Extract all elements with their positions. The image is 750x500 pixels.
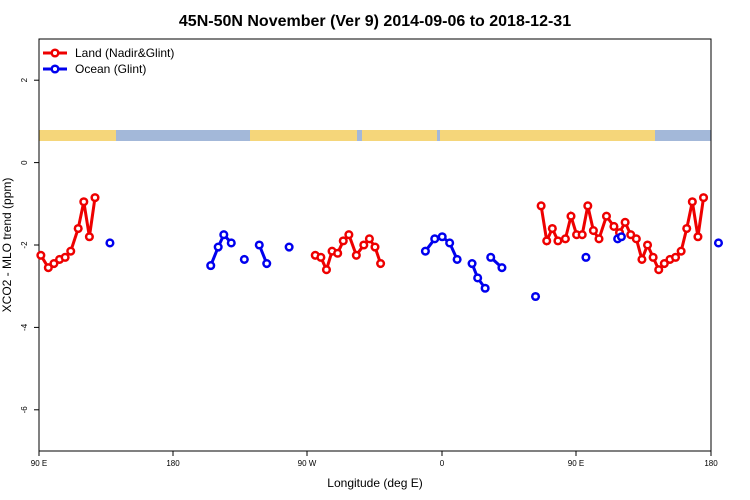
data-point: [359, 240, 369, 250]
y-axis-label: XCO2 - MLO trend (ppm): [0, 178, 14, 313]
data-point: [654, 265, 664, 275]
data-point: [542, 236, 552, 246]
data-point: [594, 234, 604, 244]
x-tick-label: 90 W: [298, 459, 317, 468]
data-point: [676, 246, 686, 256]
data-point: [206, 261, 216, 271]
data-point: [659, 258, 669, 269]
y-tick-label: -4: [20, 323, 29, 331]
data-point: [609, 221, 619, 232]
data-point: [213, 242, 223, 252]
legend-marker: [50, 64, 60, 74]
land-ocean-strip: [39, 130, 711, 141]
data-point: [239, 254, 249, 264]
data-point: [670, 252, 681, 262]
data-point: [316, 252, 326, 262]
data-point: [473, 273, 483, 283]
data-point: [626, 230, 636, 240]
x-tick-label: 90 E: [568, 459, 584, 468]
data-point: [620, 217, 630, 227]
data-point: [601, 211, 612, 221]
data-point: [616, 232, 626, 242]
legend-marker: [50, 48, 60, 58]
y-tick-label: 0: [20, 160, 29, 165]
x-tick-label: 180: [166, 459, 180, 468]
data-point: [583, 201, 593, 211]
data-point: [560, 234, 570, 244]
x-tick-label: 0: [440, 459, 445, 468]
legend: Land (Nadir&Glint) Ocean (Glint): [43, 46, 174, 76]
data-point: [486, 252, 496, 262]
data-point: [84, 232, 94, 242]
data-point: [219, 230, 229, 240]
data-point: [631, 234, 641, 244]
data-point: [370, 242, 380, 252]
data-point: [364, 234, 374, 244]
x-tick-label: 90 E: [31, 459, 47, 468]
data-point: [79, 197, 89, 207]
data-point: [36, 250, 46, 260]
data-point: [642, 240, 653, 250]
data-point: [437, 232, 447, 242]
data-point: [60, 252, 70, 262]
data-point: [452, 254, 462, 264]
data-point: [420, 246, 430, 256]
data-point: [480, 283, 490, 293]
data-point: [105, 238, 115, 248]
data-point: [687, 197, 697, 207]
legend-label: Land (Nadir&Glint): [75, 46, 174, 60]
data-point: [536, 201, 546, 211]
series-layer: [36, 193, 724, 302]
data-point: [338, 236, 348, 246]
data-point: [445, 238, 455, 248]
legend-label: Ocean (Glint): [75, 62, 146, 76]
data-point: [49, 258, 59, 269]
data-point: [90, 193, 100, 203]
strip-land-band: [39, 130, 655, 141]
y-tick-label: -6: [20, 406, 29, 414]
x-axis: 90 E 180 90 W 0 90 E 180: [31, 451, 718, 468]
data-point: [581, 252, 591, 262]
data-point: [66, 246, 76, 256]
data-point: [254, 240, 264, 250]
data-point: [698, 193, 709, 203]
data-point: [648, 252, 658, 262]
data-point: [530, 291, 541, 302]
data-point: [430, 234, 440, 244]
data-point: [226, 238, 236, 248]
data-point: [547, 223, 557, 234]
data-point: [637, 254, 647, 264]
data-point: [713, 238, 724, 248]
data-point: [553, 236, 563, 246]
data-point: [284, 242, 294, 252]
x-axis-label: Longitude (deg E): [327, 476, 422, 490]
data-point: [577, 230, 587, 240]
data-point: [43, 263, 53, 273]
data-point: [344, 230, 354, 240]
chart-title: 45N-50N November (Ver 9) 2014-09-06 to 2…: [179, 13, 571, 30]
data-point: [588, 226, 598, 236]
data-point: [351, 250, 361, 260]
data-point: [376, 258, 386, 269]
data-point: [682, 223, 692, 234]
series-ocean: [105, 230, 724, 302]
y-tick-label: -2: [20, 241, 29, 249]
x-tick-label: 180: [704, 459, 718, 468]
data-point: [497, 263, 507, 273]
y-tick-label: 2: [20, 77, 29, 82]
data-point: [566, 211, 576, 221]
data-point: [693, 232, 703, 242]
series-line: [209, 231, 233, 267]
data-point: [262, 258, 272, 269]
series-land: [36, 193, 709, 275]
data-point: [467, 258, 477, 269]
data-point: [321, 265, 332, 275]
data-point: [73, 223, 83, 234]
y-axis: -6 -4 -2 0 2: [20, 77, 39, 413]
data-point: [333, 248, 343, 258]
